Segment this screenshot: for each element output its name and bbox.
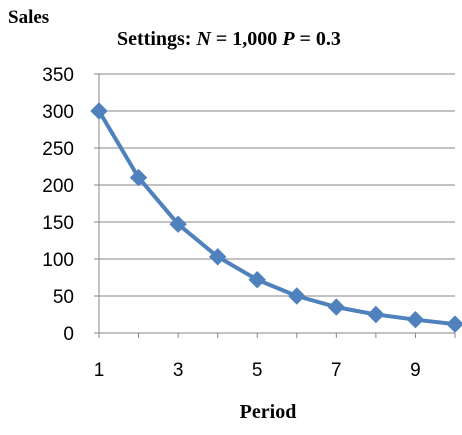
y-tick-label: 50 — [53, 287, 74, 308]
title-prefix: Settings: — [117, 28, 196, 50]
series-group — [90, 102, 462, 333]
data-point-marker — [288, 287, 306, 305]
y-tick-label: 200 — [42, 176, 74, 197]
y-tick-label: 350 — [42, 65, 74, 86]
y-tick-label: 300 — [42, 102, 74, 123]
title-var-p: P — [281, 28, 295, 50]
data-point-marker — [367, 305, 385, 324]
series-line — [97, 109, 457, 327]
data-point-marker — [169, 215, 187, 233]
x-tick-label: 1 — [94, 360, 105, 381]
data-point-marker — [208, 248, 227, 266]
data-point-marker — [129, 168, 148, 187]
y-tick-label: 100 — [42, 250, 74, 271]
data-point-marker — [90, 102, 108, 120]
x-tick-label: 3 — [173, 360, 184, 381]
y-tick-label: 150 — [42, 213, 74, 234]
title-val-p: = 0.3 — [295, 28, 341, 50]
y-tick-labels: 0 50 100 150 200 250 300 350 — [42, 65, 74, 345]
data-point-marker — [248, 271, 266, 289]
y-tick-label: 0 — [63, 324, 74, 345]
y-axis-label: Sales — [8, 7, 49, 28]
title-var-n: N — [195, 28, 212, 50]
data-point-marker — [406, 310, 425, 329]
x-axis-label: Period — [240, 401, 297, 423]
axes — [94, 73, 456, 338]
x-tick-label: 5 — [252, 360, 263, 381]
chart-title: Settings: N = 1,000 P = 0.3 — [117, 28, 341, 50]
data-point-marker — [446, 315, 462, 333]
x-tick-labels: 1 3 5 7 9 — [94, 360, 421, 381]
x-tick-label: 9 — [410, 360, 421, 381]
x-tick-label: 7 — [331, 360, 342, 381]
data-point-marker — [327, 298, 346, 316]
y-tick-label: 250 — [42, 139, 74, 160]
gridlines — [99, 73, 455, 297]
title-val-n: = 1,000 — [211, 28, 282, 50]
